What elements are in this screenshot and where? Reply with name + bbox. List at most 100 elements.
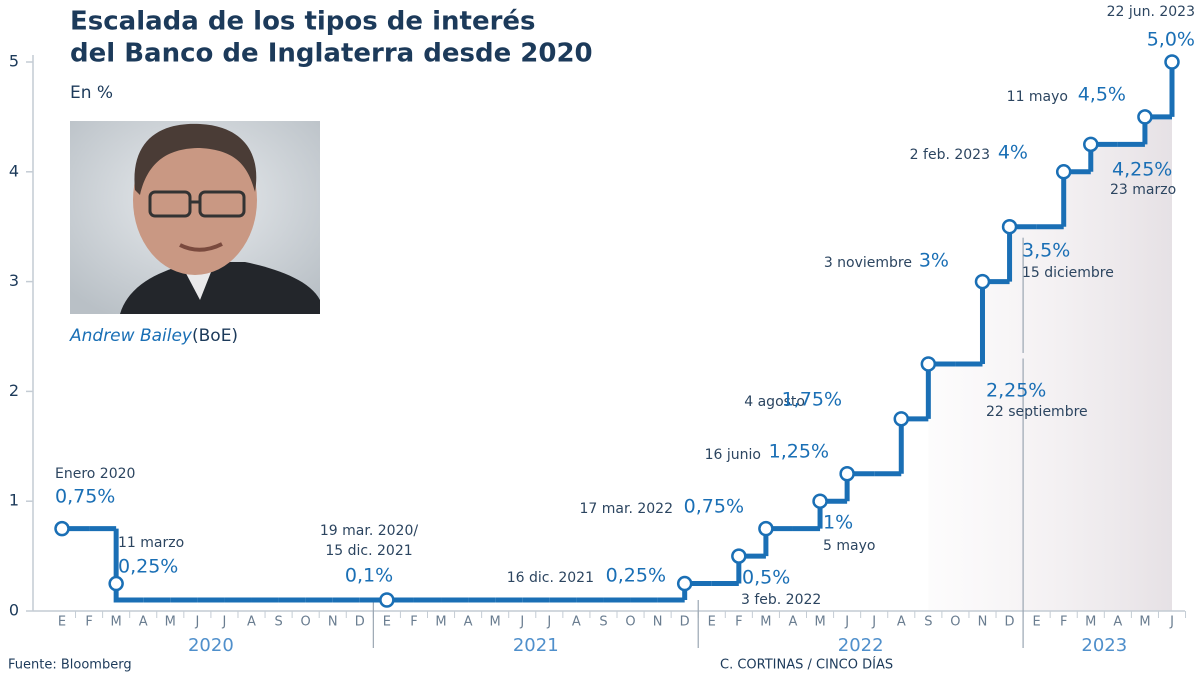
x-tick-label: D: [355, 615, 365, 630]
event-date: 3 noviembre: [824, 255, 912, 271]
x-tick-label: F: [410, 615, 417, 630]
event-date: 5 mayo: [823, 538, 875, 554]
x-tick-label: A: [897, 615, 906, 630]
event-value-label: 4,25%: [1112, 159, 1172, 181]
photo-caption-name: Andrew Bailey: [69, 326, 193, 346]
x-tick-label: M: [165, 615, 176, 630]
y-tick-label: 3: [9, 271, 19, 290]
x-tick-label: J: [871, 615, 876, 630]
event-marker: [1055, 164, 1072, 180]
x-tick-label: F: [85, 615, 92, 630]
y-tick-label: 4: [9, 161, 19, 180]
x-tick-label: E: [383, 615, 391, 630]
event-marker: [839, 466, 855, 482]
x-tick-label: J: [519, 615, 524, 630]
event-marker: [1083, 136, 1099, 153]
event-date: 23 marzo: [1110, 182, 1176, 198]
event-date: 15 dic. 2021: [325, 543, 412, 559]
event-marker: [758, 520, 774, 537]
x-tick-label: S: [274, 615, 282, 630]
chart-title: del Banco de Inglaterra desde 2020: [70, 39, 593, 69]
x-tick-label: M: [1085, 615, 1096, 630]
x-tick-label: A: [464, 615, 473, 630]
event-marker: [54, 520, 70, 537]
event-value-label: 5,0%: [1147, 29, 1195, 51]
event-date: 16 junio: [705, 447, 761, 463]
x-tick-label: J: [844, 615, 849, 630]
y-tick-label: 5: [9, 52, 19, 71]
x-tick-label: J: [546, 615, 551, 630]
y-tick-label: 2: [9, 381, 19, 400]
year-label: 2023: [1081, 635, 1127, 656]
y-tick-label: 1: [9, 491, 19, 510]
event-value-label: 0,5%: [742, 567, 790, 589]
event-value-label: 1,75%: [782, 389, 842, 411]
event-value-label: 2,25%: [986, 380, 1046, 402]
event-date: 11 mayo: [1007, 89, 1068, 105]
event-value-label: 0,1%: [345, 565, 393, 587]
photo-caption-org: (BoE): [192, 326, 238, 346]
event-value-label: 0,75%: [55, 486, 115, 508]
event-date: 16 dic. 2021: [507, 570, 594, 586]
x-tick-label: E: [1033, 615, 1041, 630]
event-date: 11 marzo: [118, 535, 184, 551]
x-tick-label: A: [247, 615, 256, 630]
step-segment: [113, 528, 144, 603]
year-label: 2021: [513, 635, 559, 656]
x-tick-label: O: [301, 615, 311, 630]
chart-subtitle: En %: [70, 83, 113, 103]
x-tick-label: N: [653, 615, 663, 630]
x-tick-label: S: [599, 615, 607, 630]
x-tick-label: O: [950, 615, 960, 630]
y-tick-label: 0: [9, 601, 19, 620]
event-date: 15 diciembre: [1022, 265, 1114, 281]
x-tick-label: O: [625, 615, 635, 630]
x-tick-label: N: [328, 615, 338, 630]
event-marker: [676, 575, 693, 592]
event-marker: [1137, 109, 1153, 125]
x-tick-label: A: [572, 615, 581, 630]
credit: C. CORTINAS / CINCO DÍAS: [720, 657, 893, 673]
x-tick-label: F: [1060, 615, 1067, 630]
event-marker: [974, 273, 991, 290]
x-tick-label: M: [1139, 615, 1150, 630]
event-value-label: 0,25%: [118, 556, 178, 578]
event-value-label: 0,75%: [684, 496, 744, 518]
photo: [70, 121, 320, 314]
event-date: 4 agosto: [744, 394, 805, 410]
year-label: 2022: [838, 635, 884, 656]
x-tick-label: E: [58, 615, 66, 630]
x-tick-label: J: [194, 615, 199, 630]
x-tick-label: N: [978, 615, 988, 630]
year-label: 2020: [188, 635, 234, 656]
event-value-label: 4,5%: [1078, 84, 1126, 106]
x-tick-label: M: [111, 615, 122, 630]
area-shade: [928, 62, 1172, 611]
x-tick-label: F: [735, 615, 742, 630]
event-value-label: 1%: [823, 512, 853, 534]
event-date: Enero 2020: [55, 466, 135, 482]
x-tick-label: J: [222, 615, 227, 630]
x-tick-label: D: [680, 615, 690, 630]
event-date: 3 feb. 2022: [741, 592, 821, 608]
event-marker: [108, 575, 124, 592]
event-marker: [1001, 218, 1018, 235]
step-segment: [898, 416, 929, 474]
x-tick-label: M: [814, 615, 825, 630]
event-marker: [1164, 54, 1180, 70]
event-date: 22 septiembre: [986, 404, 1088, 420]
event-value-label: 1,25%: [769, 441, 829, 463]
event-marker: [379, 592, 395, 608]
x-tick-label: D: [1005, 615, 1015, 630]
x-tick-label: A: [139, 615, 148, 630]
x-tick-label: M: [490, 615, 501, 630]
event-date: 17 mar. 2022: [580, 501, 673, 517]
x-tick-label: M: [435, 615, 446, 630]
x-tick-label: A: [789, 615, 798, 630]
x-tick-label: A: [1113, 615, 1122, 630]
event-marker: [893, 411, 910, 427]
source: Fuente: Bloomberg: [8, 658, 132, 673]
event-marker: [920, 356, 937, 372]
x-tick-label: M: [760, 615, 771, 630]
